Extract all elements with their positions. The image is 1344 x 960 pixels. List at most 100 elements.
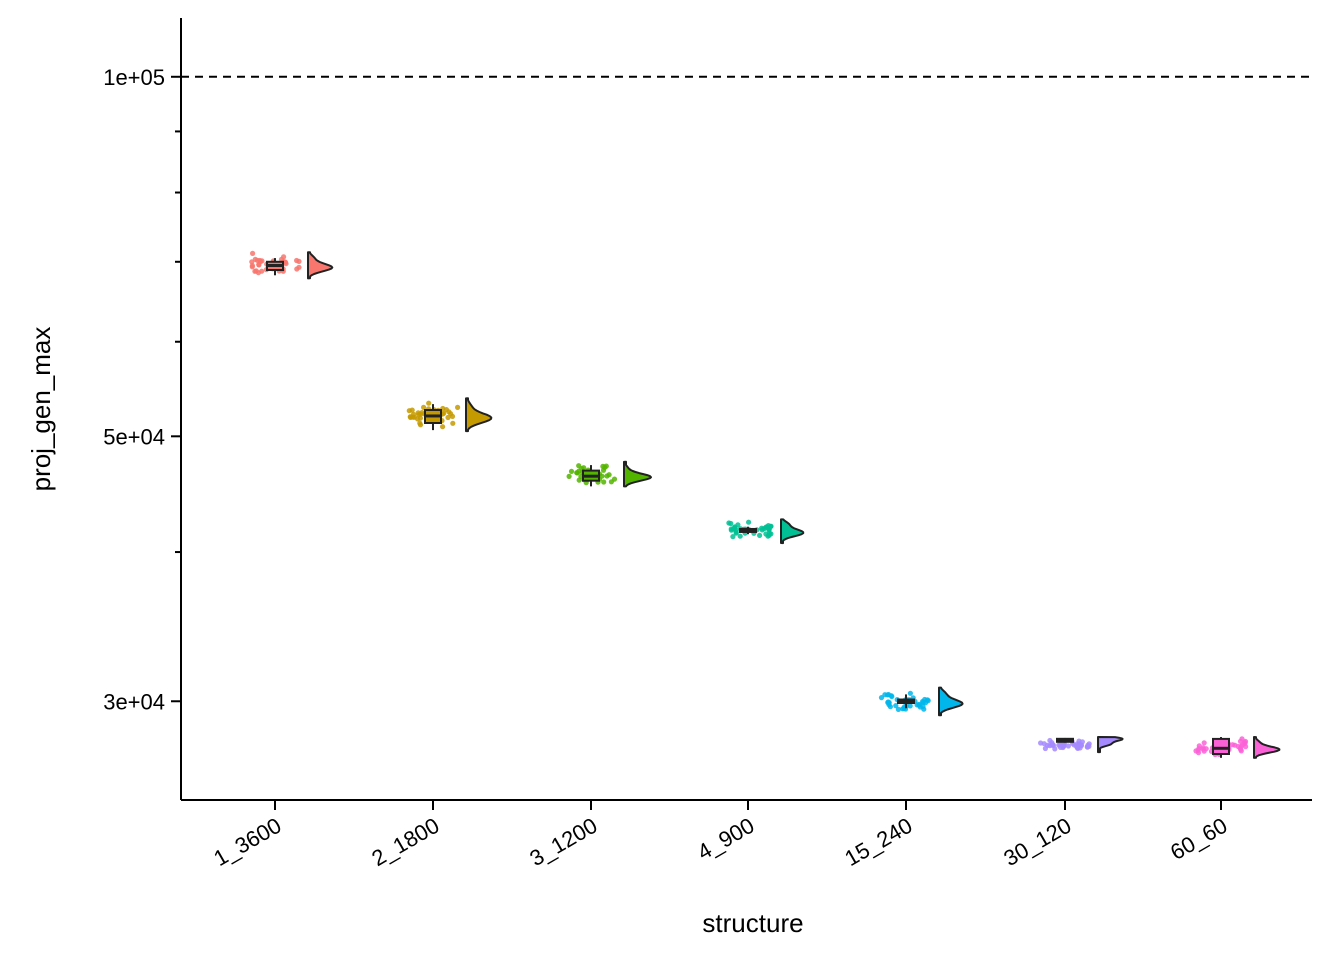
data-point bbox=[409, 407, 415, 413]
data-point bbox=[441, 410, 447, 416]
y-tick-label: 3e+04 bbox=[103, 689, 165, 714]
y-axis-ticks: 3e+04 5e+04 1e+05 bbox=[103, 65, 181, 714]
data-point bbox=[415, 416, 421, 422]
data-point bbox=[281, 254, 287, 260]
data-point bbox=[1196, 743, 1202, 749]
data-point bbox=[1084, 744, 1090, 750]
data-point bbox=[576, 463, 582, 469]
data-point bbox=[604, 473, 610, 479]
y-tick-label: 1e+05 bbox=[103, 65, 165, 90]
data-point bbox=[759, 527, 765, 533]
data-point bbox=[920, 703, 926, 710]
data-point bbox=[1200, 746, 1206, 752]
data-point bbox=[566, 473, 572, 479]
data-point bbox=[250, 250, 256, 256]
data-point bbox=[1042, 745, 1048, 752]
data-point bbox=[1235, 743, 1241, 750]
data-point bbox=[294, 266, 300, 272]
violin-half bbox=[465, 397, 493, 433]
data-point bbox=[1201, 740, 1207, 746]
data-point bbox=[764, 524, 770, 530]
violin-half bbox=[938, 686, 964, 717]
data-point bbox=[895, 706, 902, 713]
data-point bbox=[445, 414, 451, 421]
group-4_900 bbox=[726, 518, 805, 545]
data-point bbox=[448, 411, 454, 417]
violin-half bbox=[623, 460, 652, 488]
data-point bbox=[730, 534, 736, 540]
data-point bbox=[576, 477, 582, 483]
data-point bbox=[766, 530, 773, 536]
group-15_240 bbox=[878, 686, 964, 717]
group-60_60 bbox=[1193, 736, 1281, 759]
data-point bbox=[258, 258, 264, 265]
data-point bbox=[1047, 737, 1053, 744]
violin-half bbox=[1253, 736, 1281, 759]
x-tick-label: 15_240 bbox=[840, 813, 916, 871]
y-tick-label: 5e+04 bbox=[103, 424, 165, 449]
data-point bbox=[416, 412, 422, 418]
data-point bbox=[611, 476, 618, 482]
data-point bbox=[916, 702, 922, 708]
data-point bbox=[568, 468, 575, 474]
data-point bbox=[601, 479, 607, 485]
data-point bbox=[599, 473, 605, 479]
x-tick-label: 60_60 bbox=[1166, 813, 1231, 865]
data-point bbox=[259, 268, 265, 274]
data-point bbox=[421, 404, 427, 410]
x-tick-label: 30_120 bbox=[999, 813, 1075, 871]
data-point bbox=[417, 420, 423, 426]
data-point bbox=[574, 470, 580, 476]
data-point bbox=[878, 695, 885, 701]
violin-half bbox=[307, 251, 334, 280]
data-point bbox=[924, 697, 931, 703]
data-point bbox=[253, 268, 259, 274]
data-point bbox=[1052, 746, 1058, 752]
violin-half bbox=[780, 518, 805, 545]
data-point bbox=[455, 404, 461, 410]
data-point bbox=[1242, 740, 1248, 747]
group-2_1800 bbox=[406, 397, 493, 433]
data-point bbox=[728, 527, 735, 533]
data-point bbox=[1057, 744, 1064, 751]
x-tick-label: 4_900 bbox=[693, 813, 758, 865]
data-point bbox=[893, 703, 899, 709]
data-point bbox=[407, 414, 413, 420]
data-point bbox=[294, 257, 300, 264]
data-point bbox=[603, 463, 609, 469]
data-point bbox=[600, 467, 607, 473]
data-point bbox=[746, 519, 752, 525]
data-point bbox=[907, 703, 913, 709]
x-tick-label: 2_1800 bbox=[367, 813, 443, 871]
y-axis-title: proj_gen_max bbox=[26, 327, 56, 492]
data-point bbox=[907, 690, 914, 696]
data-point bbox=[1077, 745, 1083, 751]
plot-area bbox=[181, 75, 1312, 759]
data-point bbox=[1229, 742, 1236, 748]
data-point bbox=[757, 532, 763, 539]
data-point bbox=[252, 256, 258, 262]
data-point bbox=[450, 420, 456, 426]
x-axis-title: structure bbox=[702, 908, 803, 938]
group-30_120 bbox=[1038, 736, 1124, 754]
data-point bbox=[733, 527, 739, 533]
data-point bbox=[426, 400, 432, 406]
data-point bbox=[920, 698, 926, 705]
data-point bbox=[884, 692, 891, 698]
group-3_1200 bbox=[566, 460, 652, 488]
data-point bbox=[249, 263, 255, 269]
data-point bbox=[1065, 743, 1071, 749]
violin-half bbox=[1097, 736, 1124, 754]
x-tick-label: 1_3600 bbox=[209, 813, 285, 871]
data-point bbox=[737, 533, 743, 539]
group-1_3600 bbox=[249, 250, 334, 280]
data-point bbox=[283, 261, 289, 267]
data-point bbox=[768, 523, 774, 529]
data-point bbox=[1047, 743, 1053, 749]
x-tick-label: 3_1200 bbox=[525, 813, 601, 871]
x-axis-ticks: 1_3600 2_1800 3_1200 4_900 15_240 30_120 60_60 bbox=[209, 800, 1232, 871]
data-point bbox=[728, 520, 734, 527]
data-point bbox=[581, 465, 587, 471]
box bbox=[1212, 737, 1230, 755]
